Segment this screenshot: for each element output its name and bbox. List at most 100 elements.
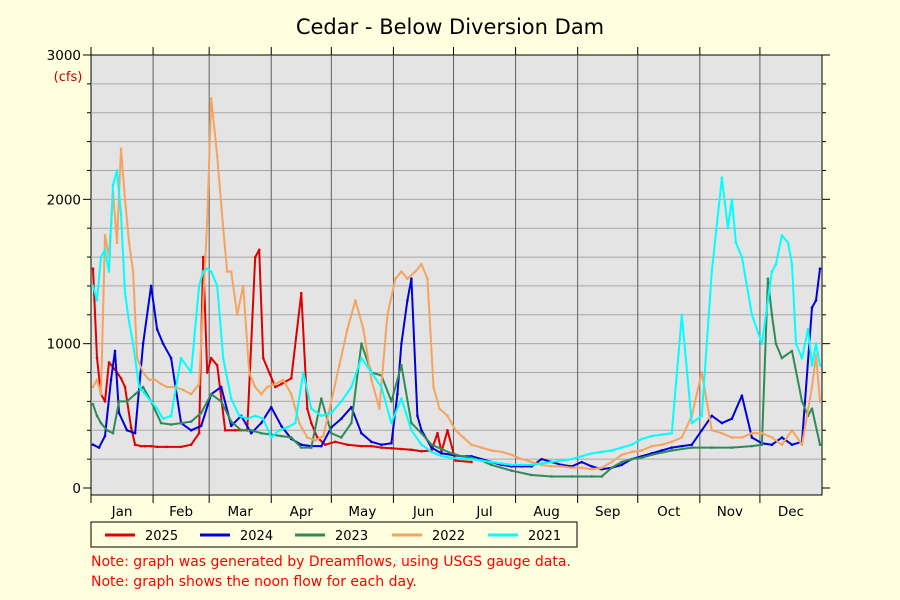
data-point-2021 (149, 400, 153, 403)
data-point-2022 (700, 371, 704, 374)
data-point-2021 (229, 397, 233, 400)
y-tick-label: 3000 (47, 48, 81, 64)
data-point-2025 (360, 444, 363, 448)
data-point-2022 (818, 400, 822, 403)
data-point-2024 (189, 428, 193, 432)
data-point-2024 (199, 424, 203, 428)
data-point-2021 (201, 270, 205, 273)
data-point-2024 (400, 342, 403, 345)
data-point-2021 (510, 463, 513, 467)
data-point-2024 (420, 428, 423, 432)
data-point-2023 (750, 444, 754, 448)
data-point-2022 (273, 382, 277, 386)
data-point-2025 (253, 255, 257, 259)
x-tick-label: Nov (717, 504, 743, 520)
data-point-2022 (153, 378, 157, 382)
data-point-2022 (590, 467, 593, 471)
data-point-2022 (119, 147, 123, 151)
legend-label-2021: 2021 (528, 529, 561, 544)
data-point-2021 (119, 212, 123, 216)
data-point-2023 (179, 421, 183, 425)
data-point-2022 (432, 385, 435, 389)
data-point-2021 (710, 270, 714, 273)
data-point-2022 (253, 385, 257, 389)
x-tick-label: Apr (290, 504, 314, 520)
data-point-2023 (766, 277, 770, 281)
data-point-2024 (730, 417, 734, 421)
data-point-2021 (440, 454, 443, 458)
data-point-2023 (530, 473, 533, 477)
data-point-2023 (209, 392, 213, 396)
data-point-2022 (95, 378, 99, 382)
data-point-2023 (590, 475, 593, 478)
data-point-2025 (380, 446, 383, 449)
data-point-2021 (590, 452, 593, 455)
data-point-2025 (454, 459, 457, 462)
data-point-2024 (790, 443, 794, 447)
data-point-2021 (650, 434, 654, 438)
data-point-2022 (225, 270, 229, 273)
legend-label-2025: 2025 (145, 529, 178, 544)
data-point-2024 (680, 444, 684, 448)
data-point-2022 (141, 371, 145, 374)
grid-lines (91, 55, 822, 495)
data-point-2022 (800, 443, 804, 447)
x-tick-label: Mar (227, 504, 253, 520)
data-point-2023 (117, 400, 121, 403)
data-point-2022 (470, 443, 473, 447)
data-point-2021 (726, 226, 730, 230)
data-point-2024 (161, 342, 165, 345)
data-point-2023 (360, 342, 363, 345)
data-point-2022 (205, 219, 209, 223)
data-point-2025 (95, 356, 99, 360)
data-point-2023 (169, 423, 173, 426)
data-point-2023 (95, 414, 99, 418)
data-point-2023 (670, 449, 674, 452)
data-point-2021 (209, 270, 213, 273)
data-point-2024 (103, 434, 107, 438)
data-point-2023 (219, 400, 223, 403)
data-point-2024 (416, 414, 419, 418)
data-point-2022 (680, 436, 684, 439)
data-point-2022 (370, 378, 373, 382)
data-point-2022 (330, 400, 333, 403)
data-point-2023 (189, 420, 193, 423)
data-point-2022 (570, 466, 573, 470)
data-point-2022 (123, 198, 127, 201)
data-point-2024 (390, 441, 393, 445)
data-point-2023 (510, 469, 513, 472)
data-point-2025 (205, 371, 209, 374)
data-point-2022 (289, 392, 293, 396)
data-point-2022 (630, 450, 634, 454)
data-point-2023 (400, 364, 403, 367)
data-point-2025 (267, 371, 271, 374)
data-point-2021 (169, 414, 173, 418)
data-point-2023 (91, 402, 95, 406)
data-point-2023 (710, 446, 714, 449)
data-point-2022 (462, 436, 465, 439)
data-point-2025 (103, 400, 107, 403)
data-point-2024 (259, 421, 263, 425)
data-point-2023 (299, 446, 303, 449)
data-point-2021 (111, 183, 115, 187)
y-tick-label: 0 (72, 481, 81, 497)
data-point-2025 (149, 444, 153, 448)
data-point-2021 (103, 248, 107, 252)
data-point-2025 (155, 445, 159, 449)
data-point-2022 (259, 392, 263, 396)
data-point-2025 (223, 428, 227, 432)
data-point-2021 (99, 255, 103, 259)
data-point-2025 (279, 382, 283, 386)
data-point-2022 (446, 414, 449, 418)
data-point-2021 (197, 284, 201, 288)
data-point-2023 (690, 446, 694, 449)
data-point-2023 (99, 421, 103, 425)
data-point-2023 (610, 466, 614, 470)
data-point-2025 (334, 440, 337, 444)
data-point-2023 (239, 428, 243, 432)
data-point-2024 (91, 443, 95, 447)
data-point-2024 (410, 277, 413, 281)
data-point-2023 (430, 443, 433, 447)
data-point-2022 (600, 466, 603, 470)
data-point-2023 (279, 434, 283, 438)
